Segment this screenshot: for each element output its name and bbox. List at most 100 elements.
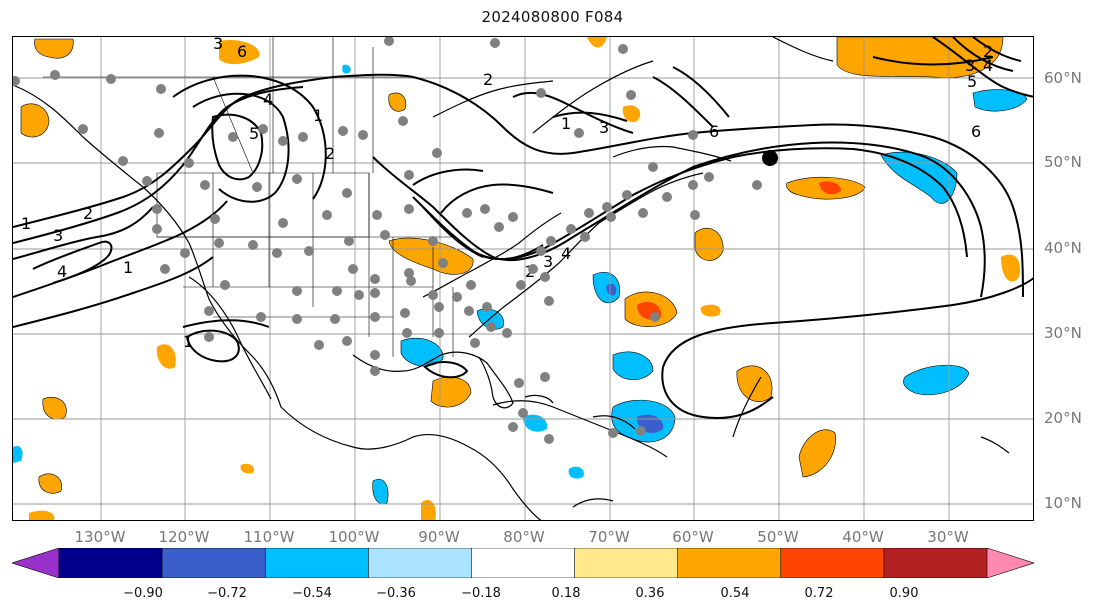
contour-label: 4 <box>983 56 993 75</box>
shade-positive <box>430 376 472 408</box>
shade-negative <box>612 351 654 381</box>
station-dots <box>13 37 762 444</box>
colorbar-tick-label: −0.90 <box>123 586 163 601</box>
shade-positive <box>736 365 773 402</box>
lon-label: 60°W <box>672 528 714 546</box>
shade-negative <box>372 479 389 505</box>
lat-label: 10°N <box>1044 494 1082 512</box>
shade-positive <box>388 92 407 112</box>
map-title: 2024080800 F084 <box>481 8 624 26</box>
colorbar-segment <box>161 548 267 578</box>
shade-negative <box>972 89 1028 112</box>
colorbar-segment <box>986 548 1034 578</box>
lon-label: 80°W <box>503 528 545 546</box>
contour-label: 2 <box>325 144 335 163</box>
colorbar-tick-label: 0.90 <box>889 586 919 601</box>
contour-label-group: 1 2 3 4 5 6 1 2 3 4 1 2 3 2 3 4 5 6 1 2 … <box>21 37 993 351</box>
shade-positive <box>798 429 836 478</box>
lat-label: 20°N <box>1044 409 1082 427</box>
contour-label: 1 <box>561 114 571 133</box>
shade-positive <box>240 463 255 474</box>
shade-negative <box>13 445 23 463</box>
colorbar-tick-label: −0.72 <box>207 586 247 601</box>
colorbar-tick-label: 0.54 <box>720 586 750 601</box>
contour-label: 5 <box>967 72 977 91</box>
contour-lines <box>13 37 1033 419</box>
colorbar-segment <box>677 548 782 578</box>
lon-label: 110°W <box>243 528 295 546</box>
colorbar-tick-label: −0.18 <box>461 586 501 601</box>
contour-label: 6 <box>237 42 247 61</box>
lon-label: 50°W <box>757 528 799 546</box>
graticule <box>13 37 1033 520</box>
colorbar <box>12 548 1034 578</box>
colorbar-segment <box>264 548 370 578</box>
contour-label: 4 <box>561 244 571 263</box>
shade-mid-positive <box>819 181 841 195</box>
shade-positive <box>1001 254 1021 282</box>
contour-label: 1 <box>183 332 193 351</box>
lon-label: 40°W <box>842 528 884 546</box>
contour-label: 6 <box>971 122 981 141</box>
contour-label: 6 <box>709 122 719 141</box>
lon-label: 120°W <box>158 528 210 546</box>
contour-label: 1 <box>21 214 31 233</box>
colorbar-segment <box>883 548 988 578</box>
contour-label: 2 <box>483 70 493 89</box>
shade-positive <box>20 103 50 138</box>
lon-label: 30°W <box>927 528 969 546</box>
colorbar-tick-label: 0.72 <box>804 586 834 601</box>
colorbar-segment <box>780 548 885 578</box>
lon-label: 90°W <box>418 528 460 546</box>
colorbar-segments <box>12 548 1034 578</box>
contour-label: 2 <box>83 204 93 223</box>
shade-positive <box>38 473 62 494</box>
colorbar-tick-label: 0.18 <box>551 586 581 601</box>
contour-label: 3 <box>53 226 63 245</box>
shade-negative <box>342 64 351 74</box>
colorbar-segment <box>12 548 60 578</box>
shade-positive <box>156 344 176 369</box>
shade-positive <box>700 304 721 317</box>
shade-positive <box>219 39 260 65</box>
contour-label: 3 <box>213 37 223 53</box>
shade-positive <box>42 397 67 420</box>
lon-label: 130°W <box>74 528 126 546</box>
shade-positive <box>587 37 607 48</box>
colorbar-segment <box>471 548 576 578</box>
colorbar-tick-label: −0.54 <box>292 586 332 601</box>
lon-label: 70°W <box>588 528 630 546</box>
contour-label: 4 <box>57 262 67 281</box>
shade-positive <box>34 38 74 59</box>
contour-label: 2 <box>983 42 993 61</box>
shade-positive <box>388 237 474 275</box>
marked-point <box>762 150 778 166</box>
shade-positive <box>421 499 436 520</box>
lat-label: 40°N <box>1044 239 1082 257</box>
map-panel: 1 2 3 4 5 6 1 2 3 4 1 2 3 2 3 4 5 6 1 2 … <box>12 36 1034 521</box>
contour-label: 1 <box>123 258 133 277</box>
contour-label: 5 <box>249 124 259 143</box>
shaded-anomalies <box>13 37 1028 520</box>
contour-label: 1 <box>313 106 323 125</box>
shade-positive <box>694 227 724 261</box>
shade-negative <box>523 414 548 432</box>
lat-label: 50°N <box>1044 153 1082 171</box>
state-borders <box>43 37 454 357</box>
lat-label: 30°N <box>1044 324 1082 342</box>
shade-negative <box>568 466 584 479</box>
colorbar-segment <box>58 548 163 578</box>
colorbar-tick-label: 0.36 <box>635 586 665 601</box>
colorbar-segment <box>574 548 679 578</box>
contour-label: 4 <box>263 90 273 109</box>
coastlines <box>13 37 1010 520</box>
shade-mid-negative <box>606 283 617 296</box>
colorbar-tick-label: −0.36 <box>376 586 416 601</box>
shade-positive <box>29 510 55 520</box>
shade-negative <box>903 364 970 396</box>
contour-label: 3 <box>543 252 553 271</box>
lat-label: 60°N <box>1044 69 1082 87</box>
contour-label: 3 <box>965 56 975 75</box>
contour-label: 3 <box>599 118 609 137</box>
colorbar-segment <box>368 548 473 578</box>
